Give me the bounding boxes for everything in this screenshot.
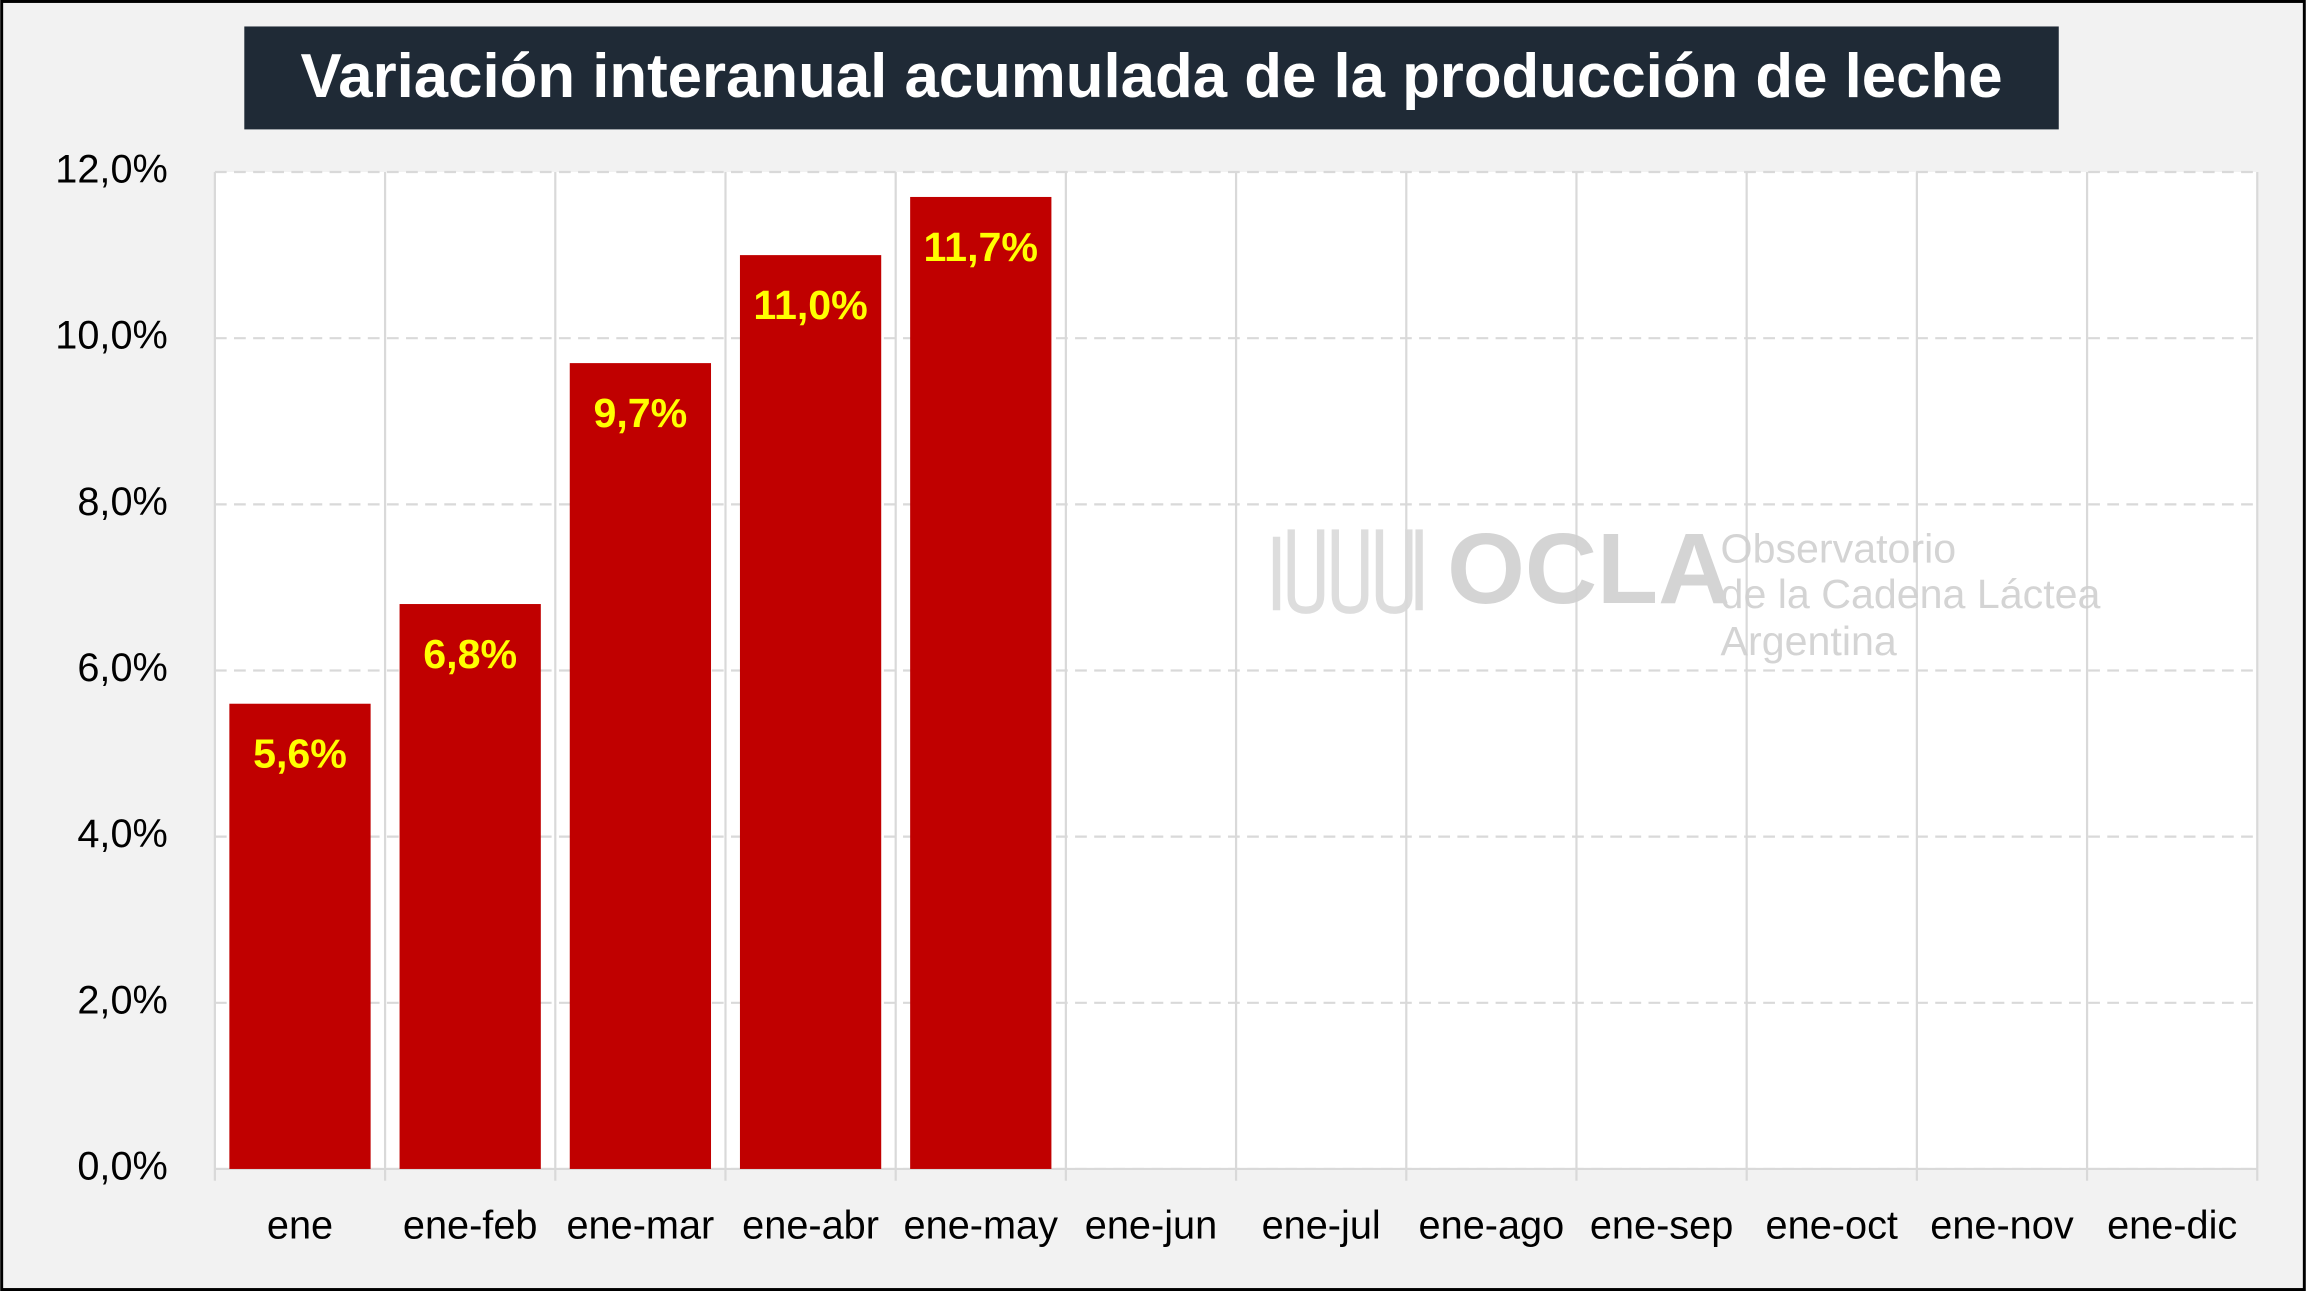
x-tick-label: ene — [267, 1203, 333, 1247]
y-tick-label: 4,0% — [77, 812, 167, 856]
watermark-logo — [1272, 529, 1423, 614]
watermark: OCLA Observatorio de la Cadena Láctea Ar… — [1272, 513, 2101, 664]
watermark-line: de la Cadena Láctea — [1721, 571, 2101, 617]
value-label: 11,7% — [924, 224, 1038, 270]
chart-title: Variación interanual acumulada de la pro… — [300, 42, 2002, 111]
x-tick-label: ene-nov — [1930, 1203, 2074, 1247]
x-tick-label: ene-mar — [566, 1203, 714, 1247]
value-label: 5,6% — [253, 731, 347, 777]
x-tick-label: ene-ago — [1419, 1203, 1565, 1247]
marks: 5,6% 6,8% 9,7% 11,0% 11,7% — [229, 196, 1052, 1169]
bar — [739, 255, 882, 1169]
value-label: 11,0% — [753, 282, 867, 328]
x-tick-label: ene-jun — [1085, 1203, 1217, 1247]
x-tick-label: ene-sep — [1590, 1203, 1733, 1247]
y-tick-label: 12,0% — [55, 148, 168, 192]
bar — [399, 604, 541, 1169]
bar — [569, 363, 712, 1169]
watermark-line: Argentina — [1721, 618, 1897, 664]
watermark-name: OCLA — [1447, 513, 1730, 625]
y-tick-label: 2,0% — [77, 978, 167, 1022]
title-box — [244, 26, 2059, 130]
x-tick-label: ene-dic — [2107, 1203, 2237, 1247]
bar — [229, 703, 371, 1169]
y-tick-label: 8,0% — [77, 480, 167, 524]
y-tick-label: 6,0% — [77, 646, 167, 690]
x-tick-label: ene-oct — [1766, 1203, 1898, 1247]
bar — [910, 196, 1052, 1169]
value-label: 6,8% — [423, 631, 517, 677]
x-tick-label: ene-may — [904, 1203, 1059, 1247]
grid: 0,0% 2,0% 4,0% 6,0% 8,0% 10,0% 12,0% ene ene-feb… — [55, 148, 2259, 1247]
x-tick-label: ene-feb — [403, 1203, 538, 1247]
y-tick-label: 10,0% — [55, 314, 168, 358]
x-tick-label: ene-abr — [742, 1203, 879, 1247]
y-tick-label: 0,0% — [77, 1144, 167, 1188]
x-tick-label: ene-jul — [1262, 1203, 1381, 1247]
watermark-line: Observatorio — [1721, 525, 1957, 571]
value-label: 9,7% — [593, 390, 687, 436]
